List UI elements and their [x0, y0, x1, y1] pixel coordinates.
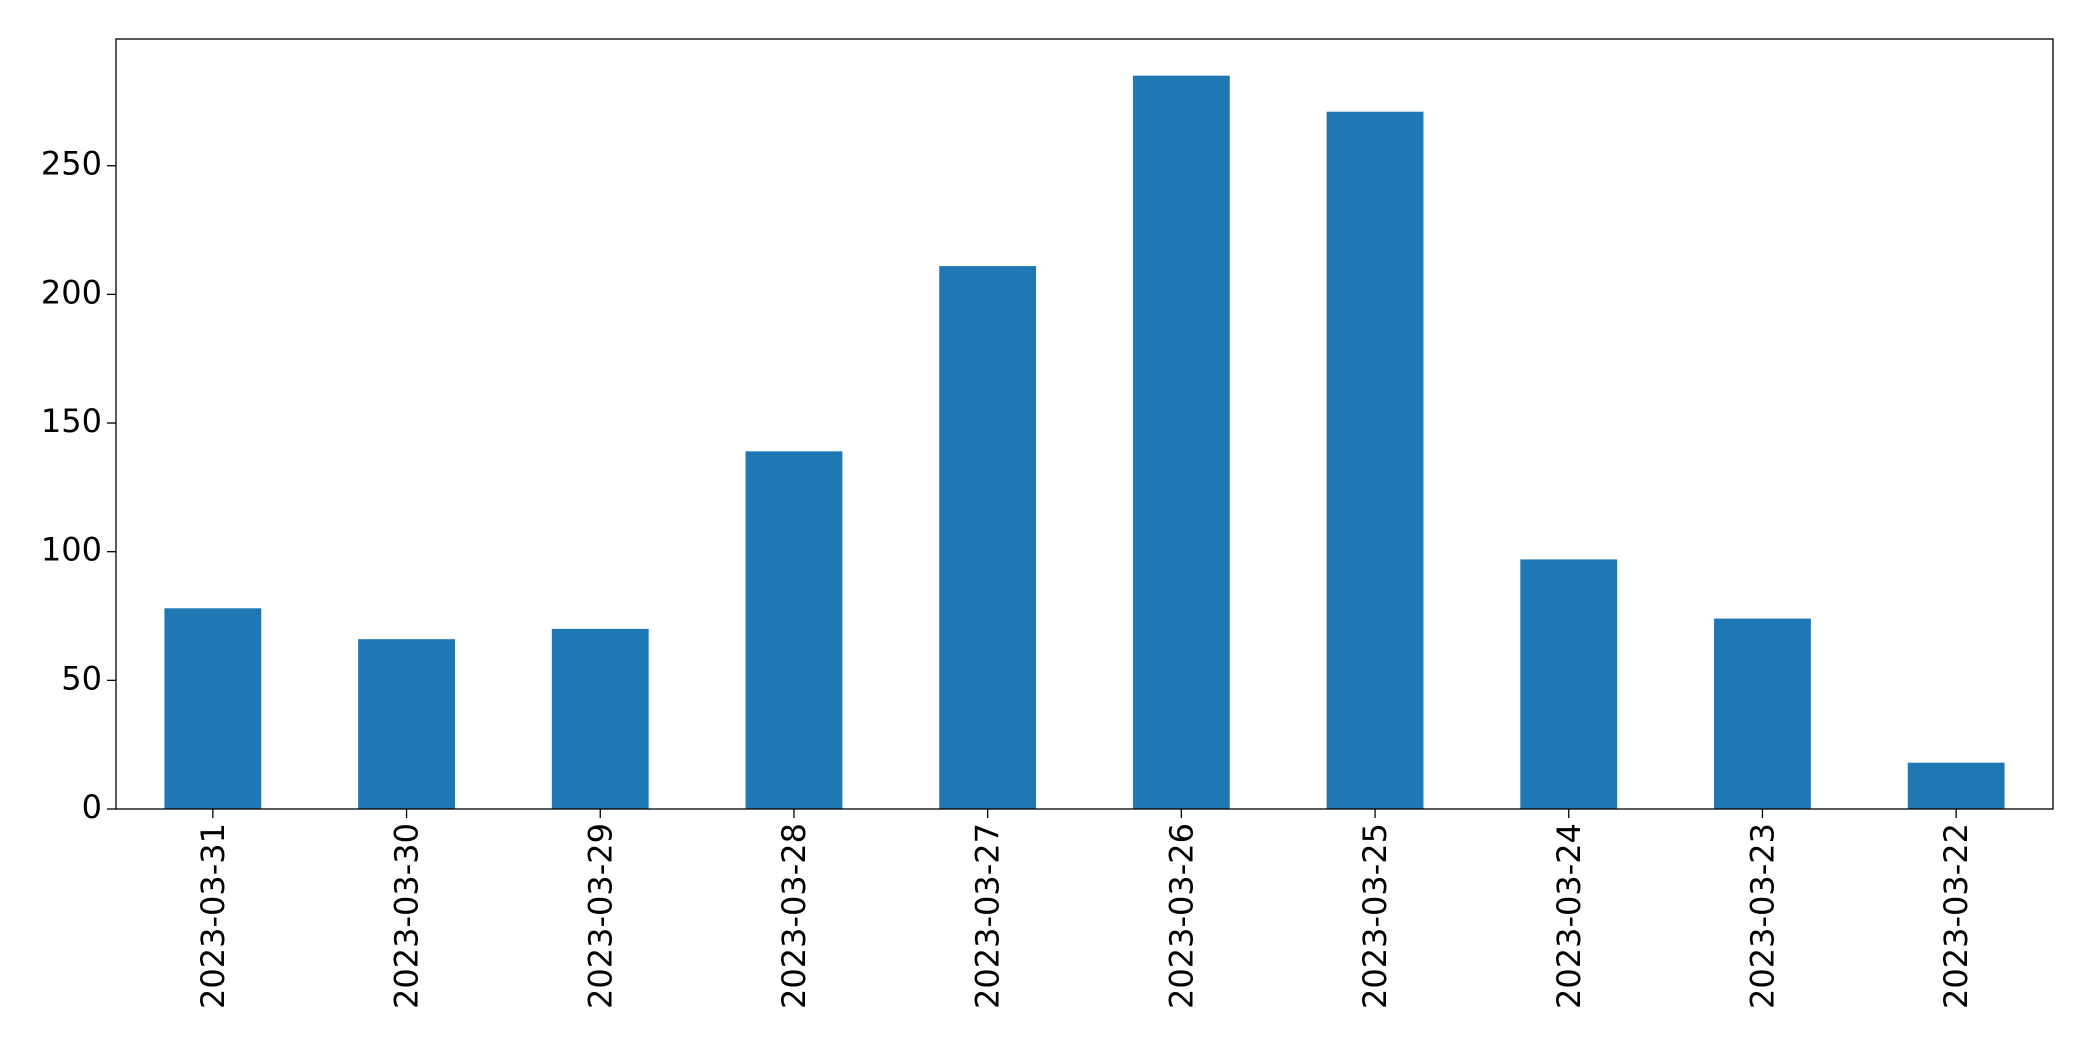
x-tick-label: 2023-03-30: [388, 823, 426, 1009]
bar: [551, 628, 649, 809]
bar: [745, 451, 843, 809]
y-tick-label: 50: [61, 659, 102, 697]
y-tick-label: 150: [41, 402, 102, 440]
x-tick-label: 2023-03-31: [194, 823, 232, 1009]
x-tick-label: 2023-03-29: [581, 823, 619, 1009]
plot-frame: [115, 38, 2054, 810]
x-tick-label: 2023-03-28: [775, 823, 813, 1009]
y-tick-label: 200: [41, 273, 102, 311]
bar: [1907, 762, 2005, 809]
bar: [1132, 75, 1230, 809]
x-tick-label: 2023-03-24: [1550, 823, 1588, 1009]
y-tick-label: 100: [41, 531, 102, 569]
x-tick-label: 2023-03-26: [1162, 823, 1200, 1009]
bar: [164, 608, 262, 809]
x-tick-label: 2023-03-25: [1356, 823, 1394, 1009]
x-tick-label: 2023-03-23: [1743, 823, 1781, 1009]
bar: [1714, 618, 1811, 809]
bar: [358, 639, 455, 809]
x-tick-label: 2023-03-27: [969, 823, 1007, 1009]
bar: [1520, 559, 1618, 809]
bar: [939, 266, 1037, 809]
y-tick-label: 0: [82, 788, 102, 826]
y-tick-label: 250: [41, 145, 102, 183]
bar: [1326, 111, 1424, 809]
x-tick-label: 2023-03-22: [1937, 823, 1975, 1009]
